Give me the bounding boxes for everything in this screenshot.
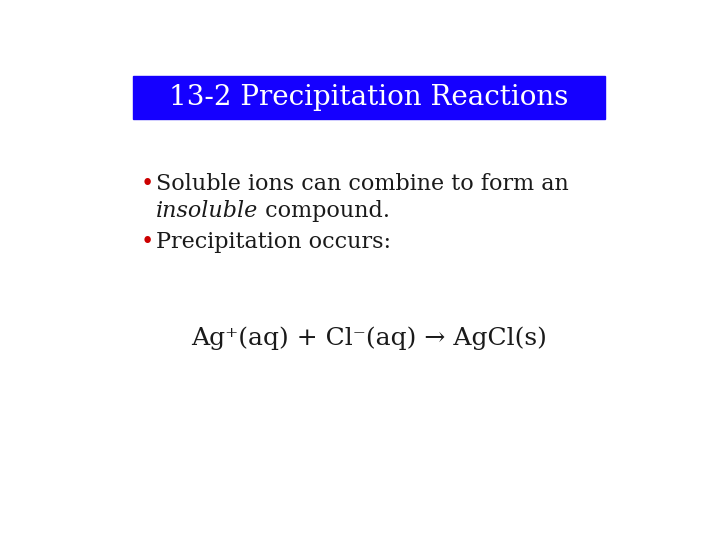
- Bar: [132, 76, 606, 119]
- Text: compound.: compound.: [258, 200, 390, 222]
- Text: 13-2 Precipitation Reactions: 13-2 Precipitation Reactions: [169, 84, 569, 111]
- Text: Soluble ions can combine to form an: Soluble ions can combine to form an: [156, 173, 569, 195]
- Text: •: •: [140, 173, 153, 195]
- Text: Precipitation occurs:: Precipitation occurs:: [156, 231, 391, 253]
- Text: •: •: [140, 231, 153, 253]
- Text: Ag⁺(aq) + Cl⁻(aq) → AgCl(s): Ag⁺(aq) + Cl⁻(aq) → AgCl(s): [191, 326, 547, 350]
- Text: insoluble: insoluble: [156, 200, 258, 222]
